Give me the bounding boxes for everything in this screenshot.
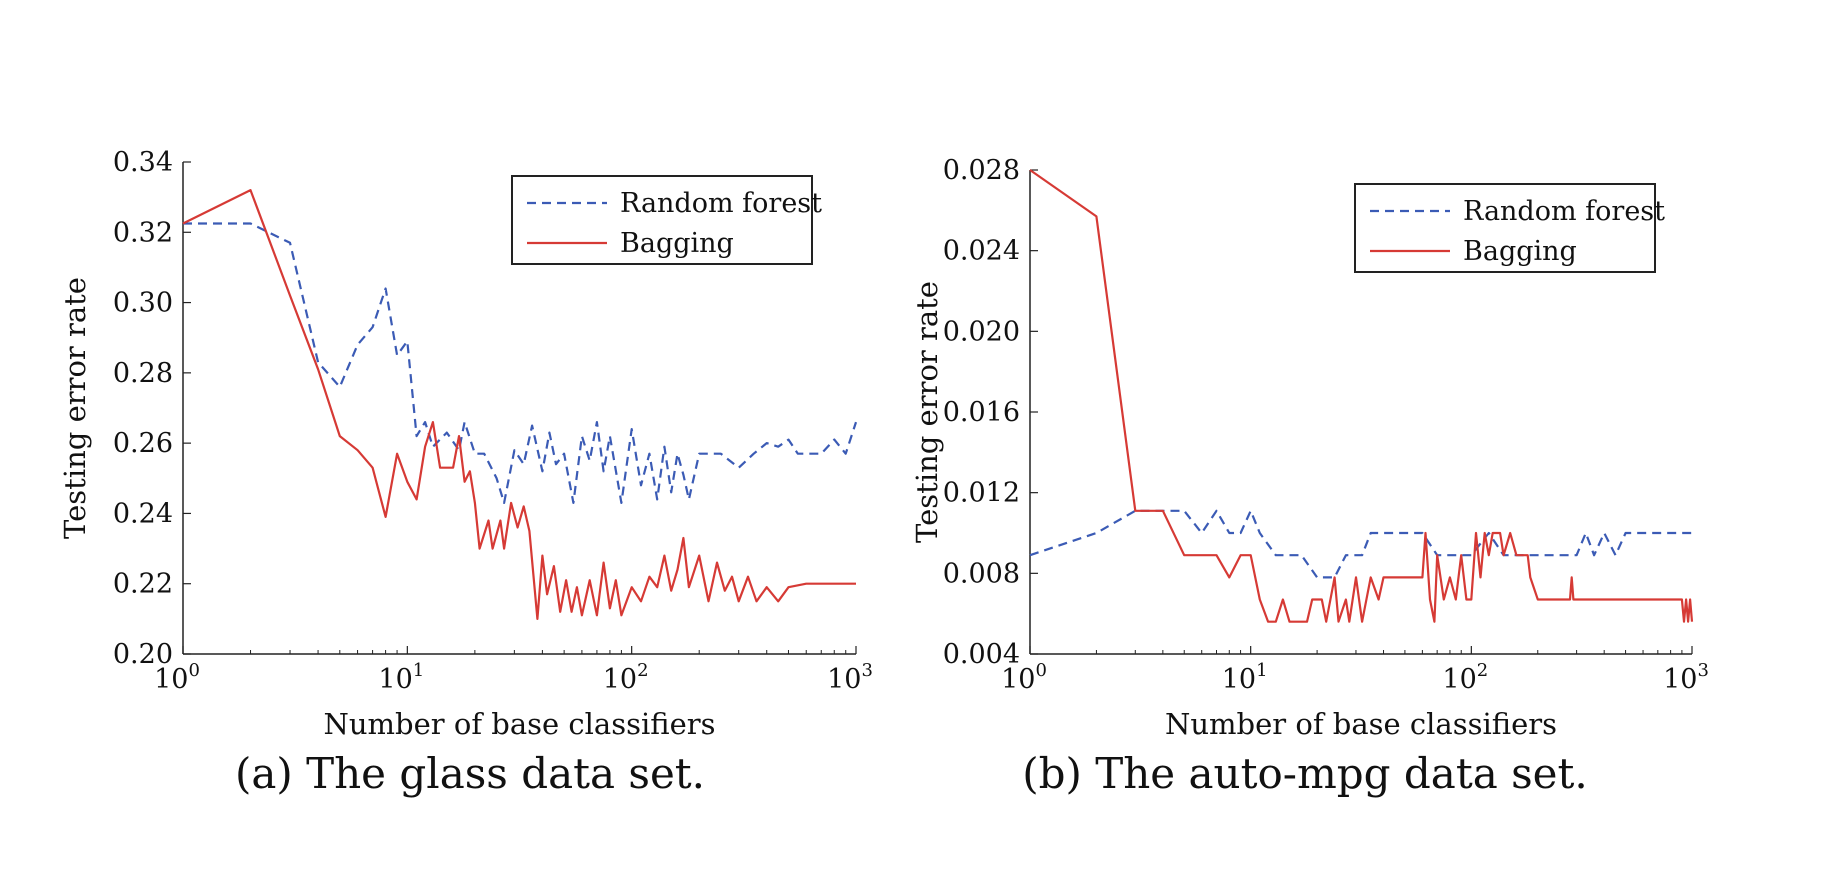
legend-label: Bagging xyxy=(1463,236,1577,267)
y-tick-label: 0.004 xyxy=(943,639,1020,670)
series-line-bagging xyxy=(182,189,856,621)
x-tick-label: 103 xyxy=(827,660,873,695)
y-axis-label: Testing error rate xyxy=(910,281,944,543)
legend-label: Random forest xyxy=(1463,196,1665,227)
x-tick-label: 101 xyxy=(378,660,424,695)
panel-caption: (b) The auto-mpg data set. xyxy=(1022,749,1588,798)
x-tick-label: 102 xyxy=(603,660,649,695)
legend-label: Random forest xyxy=(620,188,822,219)
y-tick-label: 0.028 xyxy=(943,155,1020,186)
x-tick-label: 103 xyxy=(1663,660,1709,695)
legend-box xyxy=(511,175,813,265)
y-tick-label: 0.024 xyxy=(943,236,1020,267)
y-tick-label: 0.30 xyxy=(113,288,173,319)
y-tick-label: 0.32 xyxy=(113,217,173,248)
series-line-random-forest xyxy=(1029,509,1692,579)
legend-label: Bagging xyxy=(620,228,734,259)
y-tick-label: 0.28 xyxy=(113,358,173,389)
chart-panel-1: 0.004 0.008 0.012 0.016 0.020 0.024 0.028 100 10… xyxy=(910,155,1709,798)
series-line-bagging xyxy=(1029,169,1694,623)
y-tick-label: 0.26 xyxy=(113,428,173,459)
x-tick-label: 102 xyxy=(1442,660,1488,695)
legend: Random forest Bagging xyxy=(511,175,822,265)
x-tick-label: 100 xyxy=(154,660,200,695)
legend: Random forest Bagging xyxy=(1354,183,1665,273)
series-line-random-forest xyxy=(183,222,858,504)
x-axis-label: Number of base classifiers xyxy=(324,707,716,741)
panel-caption: (a) The glass data set. xyxy=(235,749,705,798)
y-tick-label: 0.008 xyxy=(943,558,1020,589)
y-tick-label: 0.34 xyxy=(113,147,173,178)
y-tick-label: 0.24 xyxy=(113,498,173,529)
y-tick-label: 0.20 xyxy=(113,639,173,670)
y-tick-label: 0.012 xyxy=(943,478,1020,509)
x-tick-label: 100 xyxy=(1001,660,1047,695)
legend-box xyxy=(1354,183,1656,273)
x-tick-label: 101 xyxy=(1222,660,1268,695)
y-tick-label: 0.016 xyxy=(943,397,1020,428)
chart-panel-0: 0.20 0.22 0.24 0.26 0.28 0.30 0.32 0.34 100 101 10… xyxy=(58,147,873,798)
y-tick-label: 0.020 xyxy=(943,316,1020,347)
y-axis-label: Testing error rate xyxy=(58,277,92,539)
y-tick-label: 0.22 xyxy=(113,569,173,600)
x-axis-label: Number of base classifiers xyxy=(1165,707,1557,741)
